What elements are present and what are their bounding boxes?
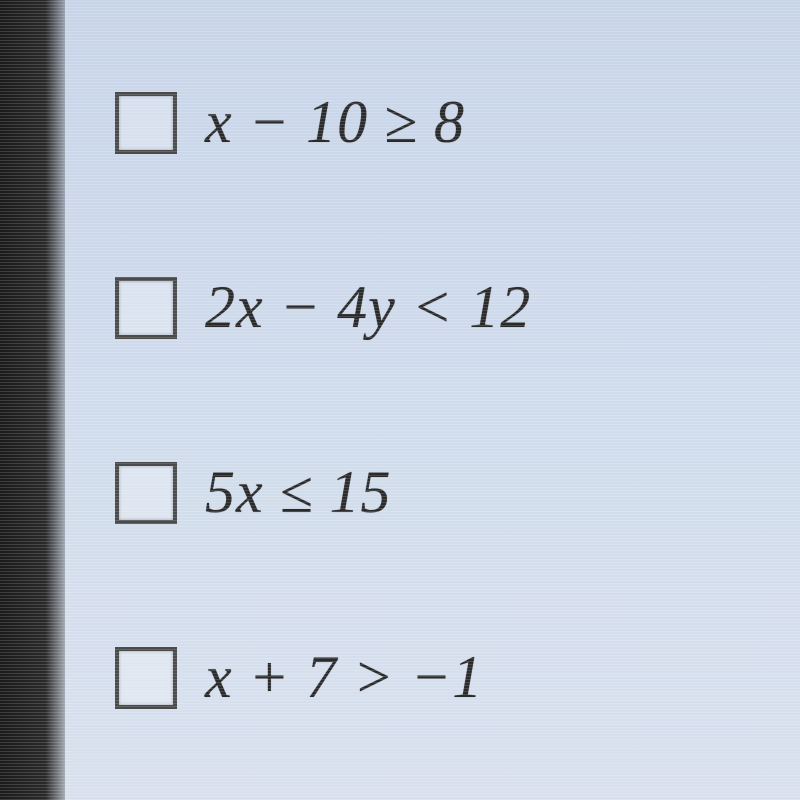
checkbox-option-1[interactable] [115,92,177,154]
math-expression: 5x ≤ 15 [205,458,392,527]
checkbox-option-2[interactable] [115,277,177,339]
option-row: x − 10 ≥ 8 [115,88,760,157]
checkbox-option-3[interactable] [115,462,177,524]
math-expression: 2x − 4y < 12 [205,273,531,342]
math-expression: x + 7 > −1 [205,643,483,712]
option-row: 2x − 4y < 12 [115,273,760,342]
checkbox-option-4[interactable] [115,647,177,709]
options-list: x − 10 ≥ 8 2x − 4y < 12 5x ≤ 15 x + 7 > … [0,0,800,800]
option-row: x + 7 > −1 [115,643,760,712]
option-row: 5x ≤ 15 [115,458,760,527]
math-expression: x − 10 ≥ 8 [205,88,465,157]
